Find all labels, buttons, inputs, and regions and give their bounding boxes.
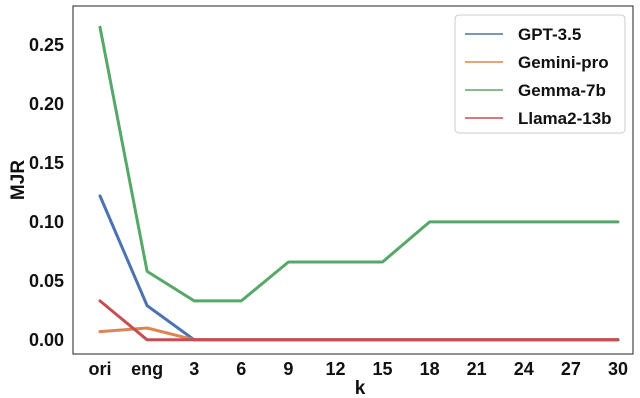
legend-label: GPT-3.5 bbox=[518, 25, 581, 44]
series-line-gpt-3-5 bbox=[98, 194, 620, 342]
x-tick-label: 9 bbox=[283, 359, 293, 379]
y-tick-label: 0.10 bbox=[29, 212, 64, 232]
y-tick-label: 0.00 bbox=[29, 330, 64, 350]
y-tick-label: 0.20 bbox=[29, 94, 64, 114]
x-tick-label: 21 bbox=[467, 359, 487, 379]
plot-frame bbox=[72, 5, 634, 355]
x-tick-label: eng bbox=[131, 359, 163, 379]
series-line-gemini-pro bbox=[98, 326, 620, 342]
legend-box bbox=[454, 14, 626, 134]
x-tick-label: 24 bbox=[514, 359, 534, 379]
x-tick-label: 6 bbox=[236, 359, 246, 379]
legend-label: Gemini-pro bbox=[518, 53, 609, 72]
x-tick-label: 27 bbox=[561, 359, 581, 379]
legend: GPT-3.5 Gemini-pro Gemma-7b Llama2-13b bbox=[454, 14, 626, 134]
x-tick-label: 12 bbox=[325, 359, 345, 379]
y-tick-label: 0.05 bbox=[29, 271, 64, 291]
x-tick-label: 3 bbox=[189, 359, 199, 379]
x-tick-label: 30 bbox=[608, 359, 628, 379]
x-tick-label: ori bbox=[88, 359, 111, 379]
legend-label: Llama2-13b bbox=[518, 109, 612, 128]
series-line-llama2-13b bbox=[98, 299, 620, 342]
series-line-gemma-7b bbox=[98, 25, 620, 303]
y-axis-label: MJR bbox=[8, 160, 29, 200]
y-tick-label: 0.15 bbox=[29, 153, 64, 173]
legend-label: Gemma-7b bbox=[518, 81, 606, 100]
x-tick-label: 15 bbox=[372, 359, 392, 379]
x-axis-label: k bbox=[355, 378, 366, 398]
y-tick-label: 0.25 bbox=[29, 35, 64, 55]
x-tick-label: 18 bbox=[420, 359, 440, 379]
